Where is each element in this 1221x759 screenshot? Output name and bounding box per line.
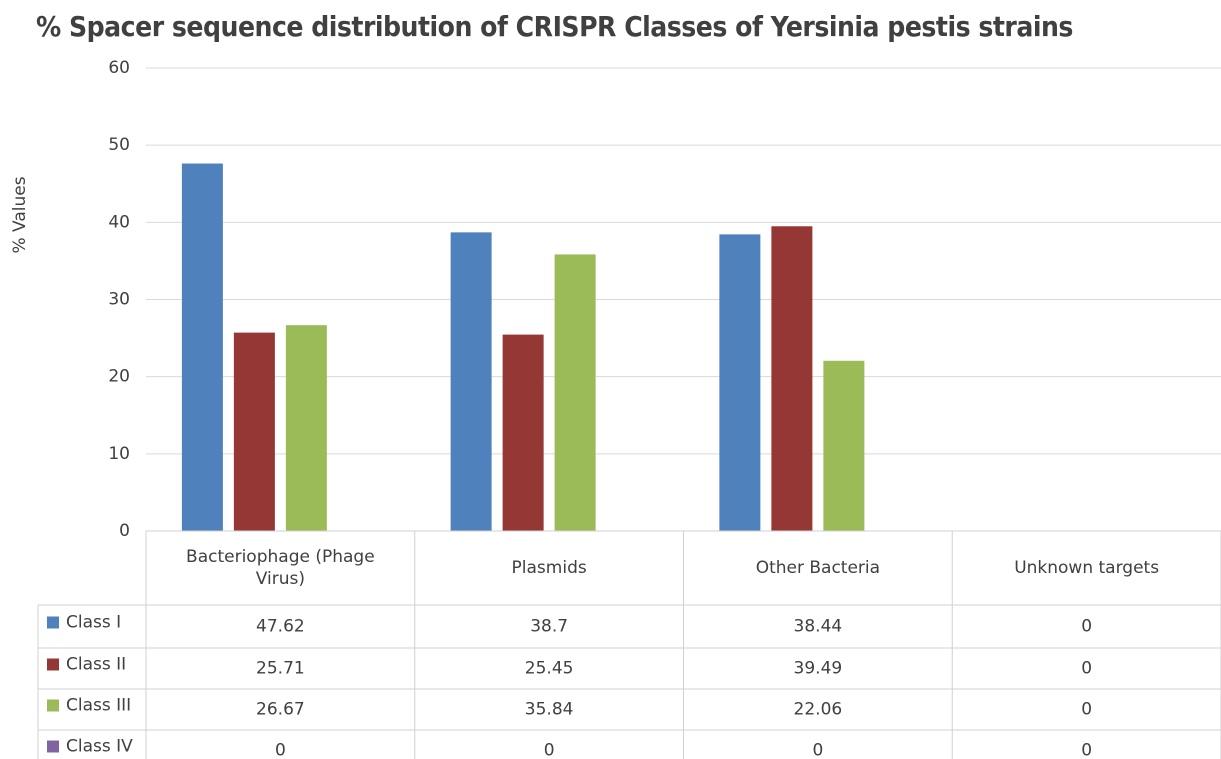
table-value: 0 bbox=[1081, 741, 1092, 759]
bar bbox=[233, 332, 275, 531]
legend-label: Class II bbox=[66, 655, 126, 675]
bar bbox=[285, 325, 327, 531]
bar bbox=[771, 226, 813, 531]
bar bbox=[823, 360, 865, 531]
bar bbox=[502, 334, 544, 531]
bar bbox=[450, 232, 492, 532]
legend-key bbox=[47, 699, 59, 712]
bar bbox=[719, 234, 761, 531]
table-value: 0 bbox=[1081, 659, 1092, 679]
legend-key bbox=[47, 740, 59, 753]
legend-label: Class IV bbox=[66, 737, 133, 757]
table-value: 47.62 bbox=[256, 617, 305, 637]
category-cell: Plasmids bbox=[511, 557, 587, 578]
table-value: 0 bbox=[812, 741, 823, 759]
table-value: 0 bbox=[1081, 700, 1092, 720]
y-axis-label: % Values bbox=[10, 176, 30, 253]
table-value: 35.84 bbox=[525, 700, 574, 720]
table-value: 39.49 bbox=[794, 659, 843, 679]
category-cell: Unknown targets bbox=[1014, 557, 1160, 578]
y-tick-label: 0 bbox=[119, 521, 130, 541]
y-tick-label: 30 bbox=[108, 290, 130, 310]
x-tick-label: Unknown targets bbox=[1014, 557, 1160, 578]
y-tick-label: 40 bbox=[108, 212, 130, 232]
legend-key bbox=[47, 658, 59, 671]
table-value: 0 bbox=[544, 741, 555, 759]
bar bbox=[554, 254, 596, 531]
table-value: 0 bbox=[1081, 617, 1092, 637]
table-value: 38.44 bbox=[794, 617, 843, 637]
y-tick-label: 60 bbox=[108, 58, 130, 78]
chart-title: % Spacer sequence distribution of CRISPR… bbox=[36, 10, 1073, 43]
category-cell: Other Bacteria bbox=[755, 557, 881, 578]
legend-label: Class III bbox=[66, 696, 131, 716]
x-tick-label: Bacteriophage (Phage Virus) bbox=[186, 546, 375, 589]
y-tick-label: 10 bbox=[108, 444, 130, 464]
table-value: 25.45 bbox=[525, 659, 574, 679]
y-tick-label: 20 bbox=[108, 367, 130, 387]
legend-label: Class I bbox=[66, 613, 121, 633]
x-tick-label: Other Bacteria bbox=[755, 557, 881, 578]
legend-key bbox=[47, 616, 59, 629]
y-tick-label: 50 bbox=[108, 135, 130, 155]
table-value: 25.71 bbox=[256, 659, 305, 679]
category-cell: Bacteriophage (Phage Virus) bbox=[186, 546, 375, 589]
bar bbox=[181, 163, 223, 531]
table-value: 0 bbox=[275, 741, 286, 759]
table-value: 38.7 bbox=[530, 617, 568, 637]
x-tick-label: Plasmids bbox=[511, 557, 587, 578]
table-value: 22.06 bbox=[794, 700, 843, 720]
table-value: 26.67 bbox=[256, 700, 305, 720]
